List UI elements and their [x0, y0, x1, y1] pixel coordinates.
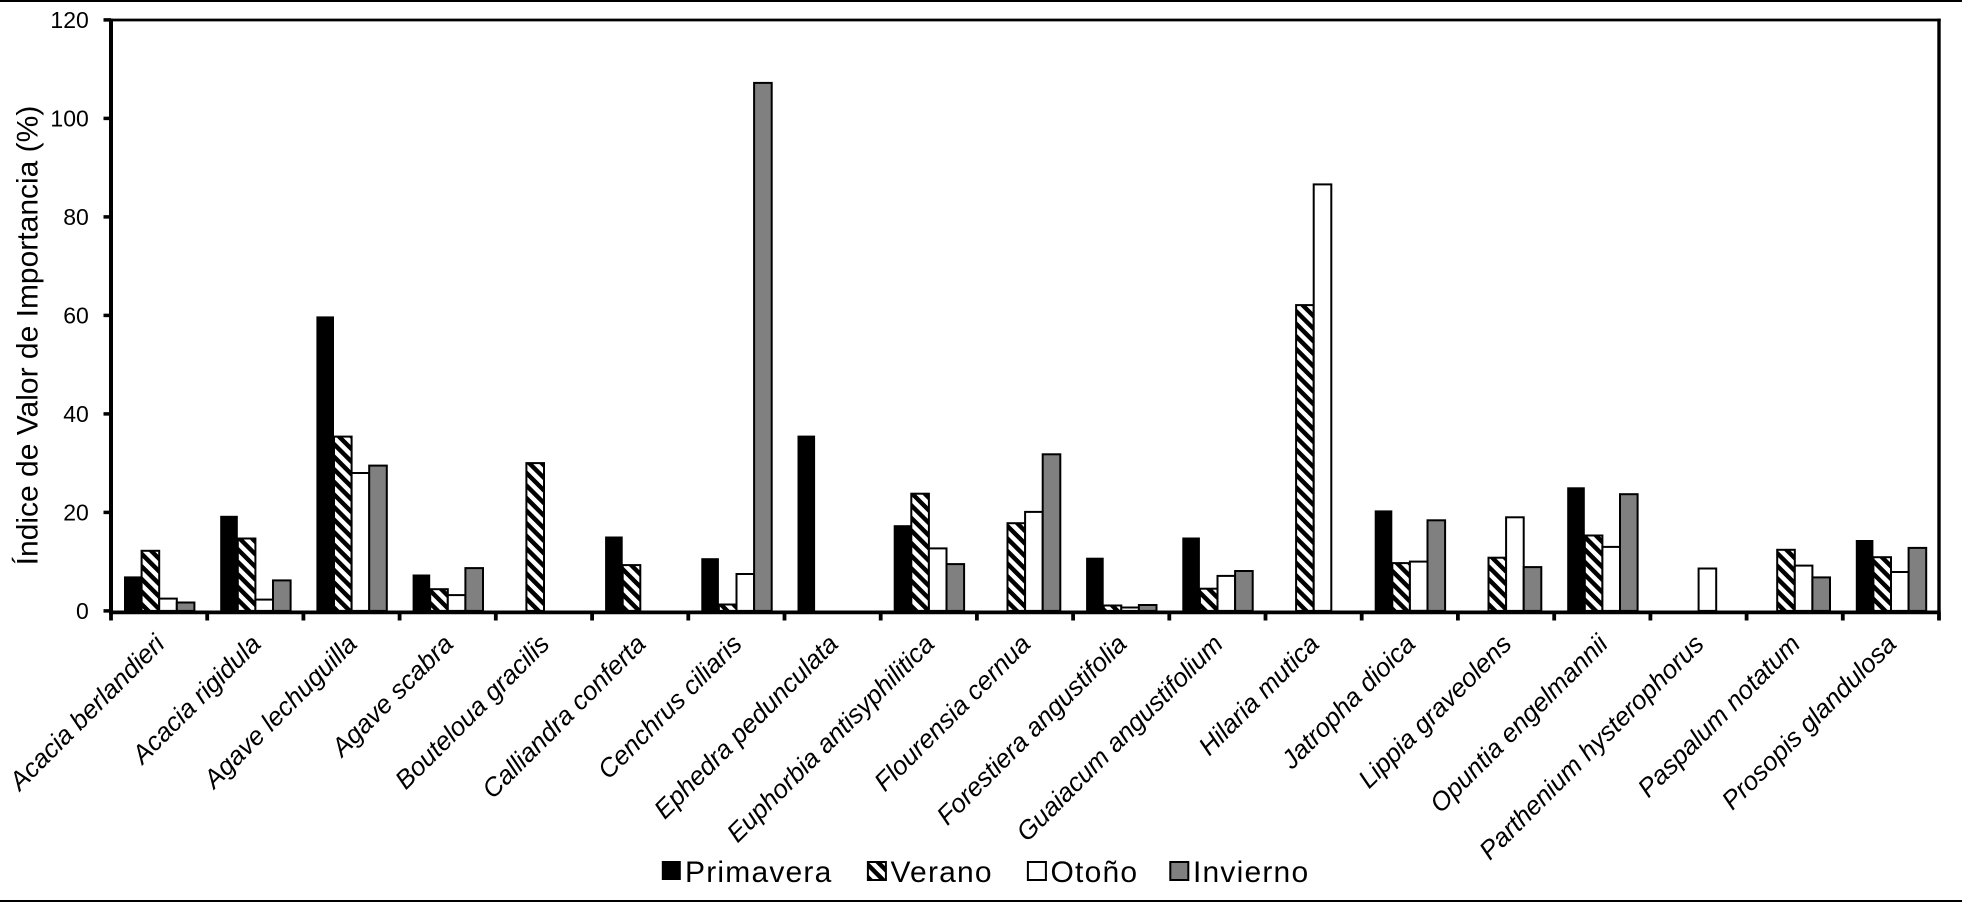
svg-text:120: 120: [50, 7, 88, 33]
svg-text:Verano: Verano: [891, 856, 993, 889]
svg-text:20: 20: [63, 499, 89, 525]
svg-text:Índice de Valor de Importancia: Índice de Valor de Importancia (%): [12, 106, 45, 566]
svg-text:60: 60: [63, 302, 89, 328]
svg-text:Primavera: Primavera: [685, 856, 833, 889]
svg-text:Invierno: Invierno: [1193, 856, 1309, 889]
svg-text:Otoño: Otoño: [1051, 856, 1139, 889]
svg-text:0: 0: [76, 598, 89, 624]
svg-text:80: 80: [63, 204, 89, 230]
svg-text:100: 100: [50, 105, 88, 131]
svg-text:40: 40: [63, 401, 89, 427]
